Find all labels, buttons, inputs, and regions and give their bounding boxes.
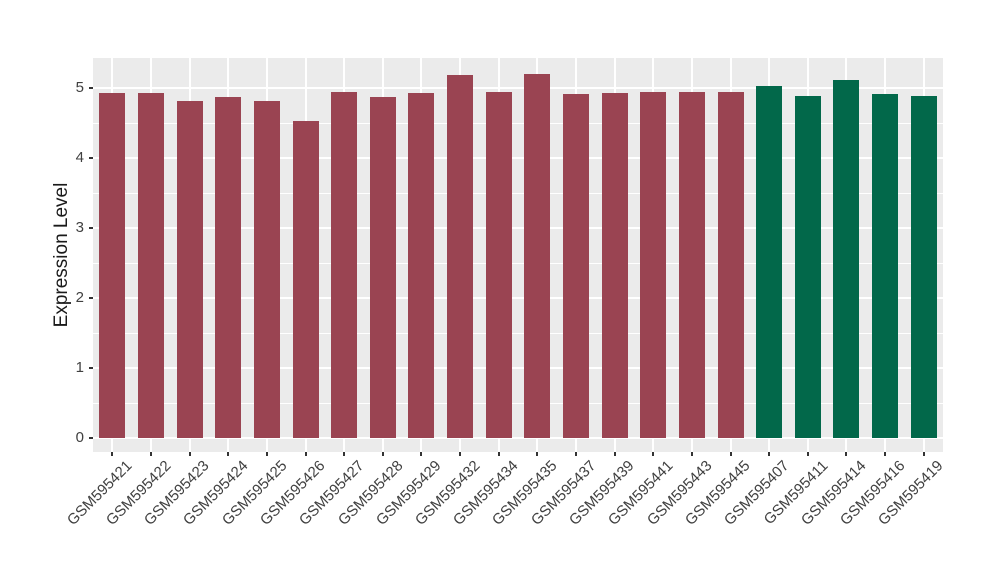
x-tick-mark	[459, 452, 462, 456]
x-tick-mark	[497, 452, 500, 456]
gridline-minor-h	[93, 332, 943, 334]
x-tick-mark	[304, 452, 307, 456]
gridline-minor-h	[93, 192, 943, 194]
y-tick-label-1: 1	[75, 359, 84, 376]
x-tick-mark	[574, 452, 577, 456]
x-tick-mark	[381, 452, 384, 456]
x-tick-mark	[536, 452, 539, 456]
y-tick-mark	[89, 157, 93, 159]
bar-GSM595437	[562, 94, 589, 438]
gridline-major-h	[93, 367, 943, 369]
gridline-minor-h	[93, 402, 943, 404]
gridline-minor-h	[93, 122, 943, 124]
x-tick-mark	[652, 452, 655, 456]
bar-GSM595428	[369, 97, 396, 438]
y-tick-label-2: 2	[75, 289, 84, 306]
x-tick-mark	[729, 452, 732, 456]
x-tick-mark	[265, 452, 268, 456]
x-tick-mark	[806, 452, 809, 456]
bar-GSM595435	[524, 74, 551, 438]
y-tick-mark	[89, 87, 93, 89]
x-tick-mark	[922, 452, 925, 456]
x-tick-mark	[420, 452, 423, 456]
bar-GSM595441	[640, 92, 667, 438]
gridline-major-h	[93, 297, 943, 299]
y-tick-mark	[89, 367, 93, 369]
x-tick-mark	[690, 452, 693, 456]
gridline-major-h	[93, 437, 943, 439]
bar-GSM595439	[601, 92, 628, 438]
y-tick-mark	[89, 297, 93, 299]
bar-GSM595414	[833, 79, 860, 438]
bar-GSM595419	[910, 96, 937, 438]
x-tick-mark	[884, 452, 887, 456]
gridline-minor-h	[93, 262, 943, 264]
x-tick-mark	[111, 452, 114, 456]
bar-GSM595422	[137, 92, 164, 438]
bar-GSM595421	[99, 92, 126, 438]
y-tick-label-5: 5	[75, 79, 84, 96]
bar-GSM595432	[447, 74, 474, 438]
gridline-major-h	[93, 227, 943, 229]
bar-GSM595426	[292, 120, 319, 438]
bar-GSM595434	[485, 92, 512, 438]
gridline-major-h	[93, 157, 943, 159]
bar-GSM595445	[717, 92, 744, 438]
y-tick-mark	[89, 437, 93, 439]
x-tick-mark	[149, 452, 152, 456]
bar-GSM595427	[331, 92, 358, 438]
x-tick-mark	[227, 452, 230, 456]
bar-GSM595423	[176, 101, 203, 438]
x-tick-mark	[343, 452, 346, 456]
x-tick-mark	[768, 452, 771, 456]
gridline-major-h	[93, 87, 943, 89]
bar-GSM595425	[253, 101, 280, 438]
bar-GSM595429	[408, 92, 435, 438]
y-tick-label-4: 4	[75, 149, 84, 166]
y-tick-label-3: 3	[75, 219, 84, 236]
x-tick-mark	[613, 452, 616, 456]
y-tick-label-0: 0	[75, 429, 84, 446]
bar-GSM595407	[756, 85, 783, 438]
bar-GSM595424	[215, 97, 242, 438]
x-tick-mark	[188, 452, 191, 456]
bar-GSM595416	[872, 93, 899, 438]
plot-panel	[93, 58, 943, 452]
bar-GSM595443	[678, 92, 705, 438]
y-tick-mark	[89, 227, 93, 229]
bar-GSM595411	[794, 96, 821, 438]
x-tick-mark	[845, 452, 848, 456]
